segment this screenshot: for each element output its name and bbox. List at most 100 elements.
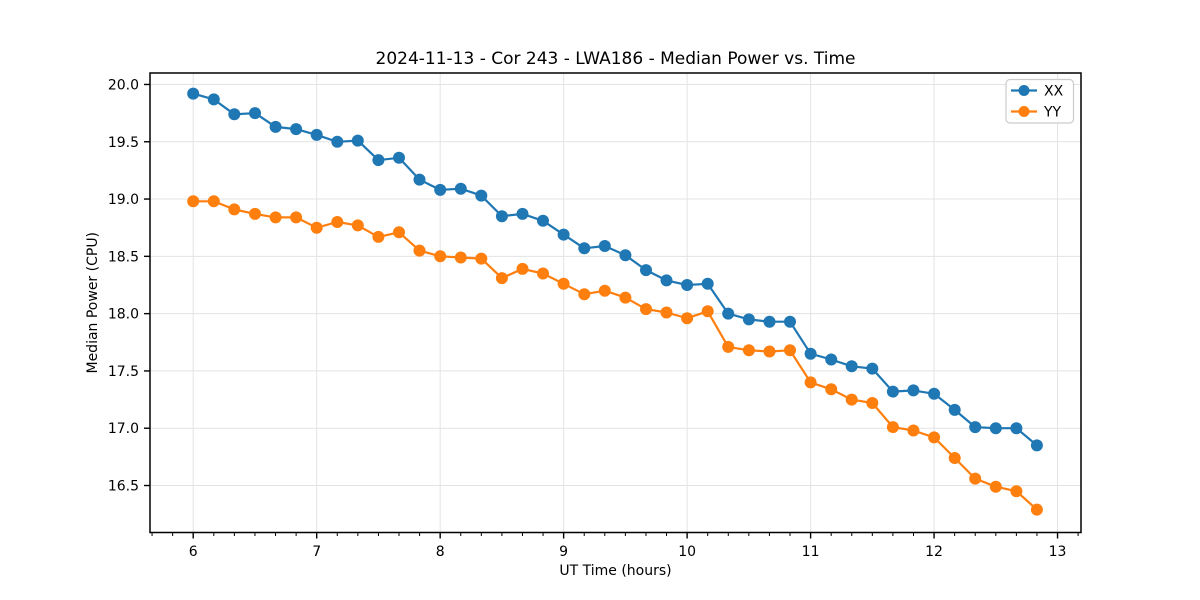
data-point <box>989 480 1002 493</box>
data-point <box>578 288 591 301</box>
data-point <box>742 344 755 357</box>
data-point <box>310 221 323 234</box>
data-point <box>640 264 652 277</box>
data-point <box>722 307 735 320</box>
data-point <box>351 134 364 147</box>
data-point <box>928 387 941 400</box>
data-point <box>598 240 611 252</box>
data-point <box>454 251 467 264</box>
data-point <box>619 291 632 304</box>
x-axis-label: UT Time (hours) <box>559 563 671 579</box>
data-point <box>928 431 941 444</box>
data-point <box>331 216 344 228</box>
x-tick-label: 10 <box>678 544 696 560</box>
y-axis-label: Median Power (CPU) <box>85 232 101 374</box>
data-point <box>372 154 385 167</box>
data-point <box>249 107 261 120</box>
y-tick-label: 17.0 <box>108 421 139 437</box>
data-point <box>475 252 488 265</box>
x-tick-label: 8 <box>436 544 445 560</box>
data-point <box>907 384 920 397</box>
data-point <box>804 347 817 360</box>
data-point <box>228 203 241 216</box>
data-point <box>557 228 570 241</box>
axis-ticks <box>144 83 1059 539</box>
data-point <box>372 230 385 243</box>
y-tick-label: 19.0 <box>108 192 139 208</box>
data-point <box>660 306 673 319</box>
data-point <box>619 249 632 262</box>
data-point <box>701 305 714 318</box>
data-point <box>989 422 1002 435</box>
data-point <box>598 284 611 297</box>
data-point <box>763 345 776 358</box>
data-point <box>784 344 796 357</box>
series-yy <box>187 195 1043 516</box>
axes-frame <box>149 72 1082 534</box>
y-tick-label: 16.5 <box>108 479 139 495</box>
data-point <box>290 211 303 224</box>
data-point <box>351 219 364 232</box>
data-point <box>187 195 200 208</box>
data-point <box>228 108 241 121</box>
data-point <box>1010 485 1023 498</box>
data-point <box>557 277 570 290</box>
data-point <box>722 340 735 353</box>
data-point <box>845 360 858 373</box>
data-point <box>537 267 549 280</box>
data-point <box>701 277 714 290</box>
data-point <box>434 250 447 263</box>
data-point <box>886 385 899 398</box>
data-point <box>969 472 982 485</box>
legend-label: XX <box>1044 84 1064 100</box>
data-point <box>516 207 529 220</box>
legend-marker-icon <box>1018 106 1030 117</box>
x-tick-label: 11 <box>802 544 820 560</box>
data-point <box>454 182 467 195</box>
data-point <box>948 452 961 464</box>
data-point <box>825 383 838 396</box>
data-point <box>763 315 776 328</box>
data-point <box>948 403 961 416</box>
data-point <box>845 393 858 406</box>
data-point <box>825 353 838 366</box>
legend-box <box>1005 78 1075 124</box>
data-point <box>413 244 426 257</box>
data-point <box>187 87 200 100</box>
legend-marker-icon <box>1018 85 1030 96</box>
data-point <box>495 210 508 223</box>
data-point <box>207 195 220 208</box>
data-point <box>413 173 426 186</box>
y-tick-label: 20.0 <box>108 77 139 93</box>
data-point <box>578 242 591 255</box>
data-point <box>331 135 344 148</box>
data-point <box>907 424 920 437</box>
data-point <box>537 214 549 227</box>
data-point <box>310 128 323 141</box>
x-minor-ticks <box>151 532 1079 536</box>
legend-label: YY <box>1043 105 1062 121</box>
y-tick-label: 18.5 <box>108 249 139 265</box>
x-tick-label: 9 <box>559 544 568 560</box>
data-point <box>1030 439 1043 452</box>
y-tick-label: 18.0 <box>108 307 139 323</box>
data-point <box>516 262 529 275</box>
x-tick-label: 12 <box>925 544 943 560</box>
data-point <box>640 303 652 316</box>
y-tick-label: 19.5 <box>108 135 139 151</box>
data-point <box>866 397 879 409</box>
data-point <box>393 226 405 239</box>
data-point <box>290 123 303 136</box>
data-point <box>681 312 694 325</box>
data-point <box>866 362 879 375</box>
data-point <box>681 279 694 291</box>
data-point <box>886 421 899 434</box>
chart-title: 2024-11-13 - Cor 243 - LWA186 - Median P… <box>376 49 856 69</box>
data-point <box>393 151 405 164</box>
data-point <box>269 120 282 133</box>
x-tick-label: 6 <box>189 544 198 560</box>
data-point <box>434 183 447 196</box>
